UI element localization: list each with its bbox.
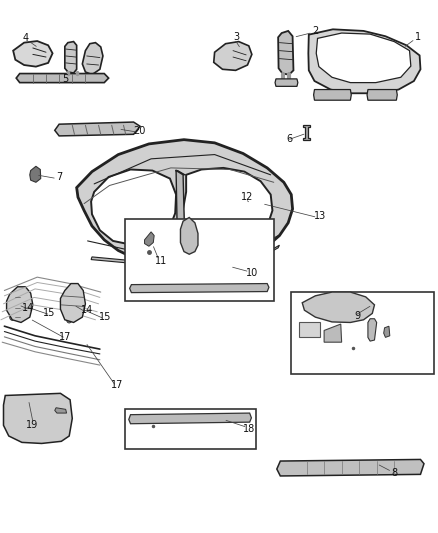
Text: 13: 13 [314, 211, 326, 221]
Polygon shape [303, 125, 310, 140]
Circle shape [10, 314, 15, 320]
Bar [385, 466, 397, 473]
Bar [15, 405, 55, 429]
Circle shape [10, 294, 15, 301]
Text: 14: 14 [22, 303, 35, 313]
Circle shape [244, 197, 253, 208]
Text: 2: 2 [312, 26, 318, 36]
Polygon shape [277, 459, 424, 476]
Polygon shape [16, 74, 109, 83]
Circle shape [67, 293, 72, 299]
Polygon shape [180, 217, 198, 254]
Circle shape [225, 52, 234, 62]
Polygon shape [145, 232, 154, 246]
Text: 4: 4 [22, 34, 28, 43]
Bar [298, 466, 310, 473]
Text: 3: 3 [233, 33, 240, 42]
Polygon shape [278, 31, 293, 75]
Text: 10: 10 [246, 269, 258, 278]
Polygon shape [129, 413, 251, 424]
Polygon shape [384, 326, 390, 337]
Polygon shape [176, 171, 185, 245]
Polygon shape [55, 122, 140, 136]
Text: 20: 20 [133, 126, 145, 135]
Polygon shape [55, 408, 67, 413]
Bar [314, 466, 327, 473]
Polygon shape [30, 166, 41, 182]
Text: 1: 1 [415, 33, 421, 42]
Polygon shape [91, 245, 279, 268]
Text: 18: 18 [243, 424, 255, 433]
Text: 14: 14 [81, 305, 93, 315]
Text: 6: 6 [286, 134, 292, 143]
Polygon shape [130, 284, 269, 293]
Polygon shape [7, 287, 33, 322]
Polygon shape [367, 90, 397, 100]
Circle shape [10, 305, 15, 311]
Text: 12: 12 [241, 192, 254, 202]
Polygon shape [60, 284, 85, 322]
Bar [350, 466, 362, 473]
Polygon shape [368, 319, 377, 341]
Bar [367, 466, 379, 473]
Circle shape [25, 49, 34, 60]
Polygon shape [65, 42, 77, 73]
Polygon shape [316, 33, 411, 83]
Circle shape [67, 317, 72, 323]
Text: 11: 11 [155, 256, 167, 266]
Polygon shape [324, 324, 342, 342]
Polygon shape [77, 140, 293, 265]
Polygon shape [214, 42, 252, 70]
Polygon shape [82, 43, 103, 75]
Text: 9: 9 [354, 311, 360, 320]
Bar [299, 322, 320, 337]
Text: 15: 15 [43, 309, 55, 318]
Circle shape [67, 306, 72, 312]
Bar [332, 466, 344, 473]
Polygon shape [4, 393, 72, 443]
Polygon shape [91, 169, 176, 245]
Polygon shape [13, 41, 53, 67]
Text: 17: 17 [59, 332, 71, 342]
Polygon shape [314, 90, 351, 100]
Circle shape [239, 191, 258, 214]
Text: 19: 19 [26, 421, 38, 430]
Text: 8: 8 [391, 469, 397, 478]
Polygon shape [275, 79, 298, 86]
Polygon shape [302, 292, 374, 322]
Text: 15: 15 [99, 312, 111, 322]
Polygon shape [183, 168, 272, 249]
Bar [291, 292, 434, 374]
Text: 7: 7 [56, 172, 62, 182]
Bar [125, 219, 274, 301]
Bar [125, 409, 256, 449]
Polygon shape [308, 29, 420, 93]
Text: 17: 17 [111, 380, 123, 390]
Text: 5: 5 [62, 74, 68, 84]
